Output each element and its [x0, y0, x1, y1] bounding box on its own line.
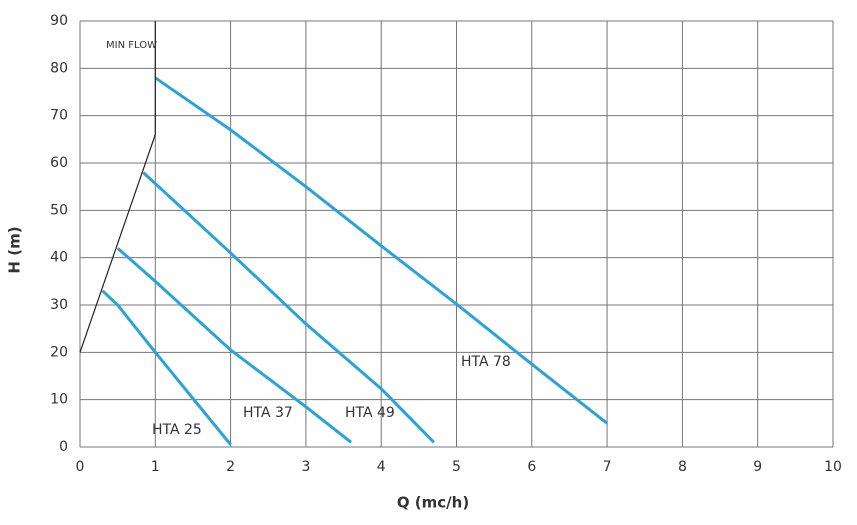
x-tick-label: 4 — [377, 459, 386, 475]
y-tick-label: 30 — [50, 297, 68, 313]
x-tick-label: 5 — [452, 459, 461, 475]
y-axis-label: H (m) — [6, 226, 24, 273]
x-tick-label: 6 — [527, 459, 536, 475]
series-label: HTA 49 — [345, 405, 395, 421]
data-line — [142, 171, 435, 444]
x-tick-label: 8 — [678, 459, 687, 475]
data-line — [79, 21, 156, 353]
series-label: HTA 78 — [461, 354, 511, 370]
data-line — [116, 247, 353, 444]
y-tick-label: 50 — [50, 202, 68, 218]
x-axis-label: Q (mc/h) — [397, 494, 469, 512]
series-label: HTA 37 — [243, 405, 293, 421]
y-tick-label: 60 — [50, 155, 68, 171]
x-tick-label: 1 — [151, 459, 160, 475]
y-tick-label: 70 — [50, 108, 68, 124]
x-tick-label: 3 — [301, 459, 310, 475]
annotation: MIN FLOW — [106, 40, 157, 51]
x-tick-label: 9 — [753, 459, 762, 475]
y-tick-label: 90 — [50, 13, 68, 29]
x-tick-label: 10 — [824, 459, 842, 475]
x-tick-label: 2 — [226, 459, 235, 475]
y-tick-label: 80 — [50, 60, 68, 76]
y-tick-label: 40 — [50, 250, 68, 266]
y-tick-label: 20 — [50, 344, 68, 360]
y-tick-label: 0 — [59, 439, 68, 455]
series-label: HTA 25 — [152, 422, 202, 438]
y-tick-label: 10 — [50, 392, 68, 408]
x-tick-label: 0 — [76, 459, 85, 475]
data-line — [154, 76, 609, 425]
data-line — [101, 289, 232, 446]
x-tick-label: 7 — [603, 459, 612, 475]
